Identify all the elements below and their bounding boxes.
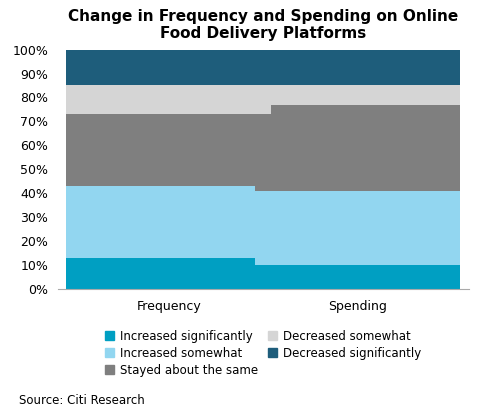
- Bar: [66, 50, 271, 85]
- Text: Source: Citi Research: Source: Citi Research: [19, 394, 145, 407]
- Bar: [255, 85, 460, 104]
- Bar: [255, 191, 460, 265]
- Title: Change in Frequency and Spending on Online
Food Delivery Platforms: Change in Frequency and Spending on Onli…: [68, 9, 458, 41]
- Bar: [255, 104, 460, 191]
- Bar: [255, 265, 460, 289]
- Legend: Increased significantly, Increased somewhat, Stayed about the same, Decreased so: Increased significantly, Increased somew…: [101, 326, 425, 380]
- Bar: [66, 114, 271, 186]
- Bar: [255, 50, 460, 85]
- Bar: [66, 258, 271, 289]
- Bar: [66, 186, 271, 258]
- Bar: [66, 85, 271, 114]
